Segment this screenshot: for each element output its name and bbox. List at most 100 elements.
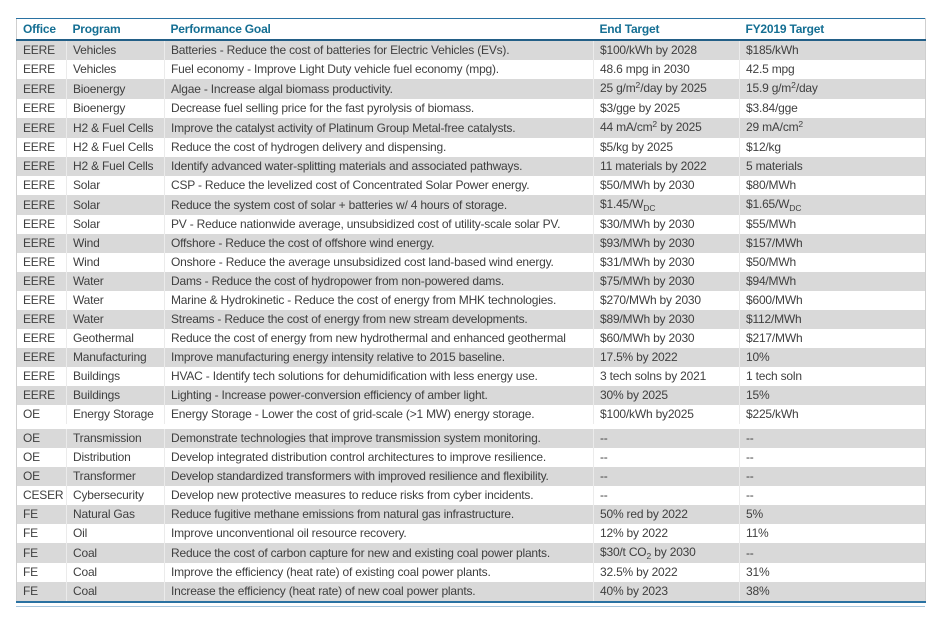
fy2019-target-cell: 10% xyxy=(739,348,926,367)
goal-cell: Lighting - Increase power-conversion eff… xyxy=(164,386,594,405)
table-row: FE Coal Improve the efficiency (heat rate)… xyxy=(16,563,926,582)
goal-cell: Improve unconventional oil resource reco… xyxy=(164,524,594,543)
column-header-fy2019-target: FY2019 Target xyxy=(739,18,926,41)
fy2019-target-cell: $185/kWh xyxy=(739,40,926,60)
table-row: EERE Water Dams - Reduce the cost of hydro… xyxy=(16,272,926,291)
column-header-program: Program xyxy=(66,18,165,41)
fy2019-target-cell: 15.9 g/m2/day xyxy=(739,79,926,99)
table-row: EERE Buildings Lighting - Increase power-c… xyxy=(16,386,926,405)
end-target-cell: 11 materials by 2022 xyxy=(593,157,740,176)
goal-cell: Batteries - Reduce the cost of batteries… xyxy=(164,40,594,60)
program-cell: Coal xyxy=(66,582,165,602)
fy2019-target-cell: -- xyxy=(739,467,926,486)
program-cell: Water xyxy=(66,291,165,310)
table-row: EERE Bioenergy Decrease fuel selling price… xyxy=(16,99,926,118)
end-target-cell: $100/kWh by 2028 xyxy=(593,40,740,60)
office-cell: EERE xyxy=(16,329,67,348)
end-target-cell: $5/kg by 2025 xyxy=(593,138,740,157)
fy2019-target-cell: $157/MWh xyxy=(739,234,926,253)
fy2019-target-cell: $80/MWh xyxy=(739,176,926,195)
program-cell: Transmission xyxy=(66,429,165,448)
fy2019-target-cell: $50/MWh xyxy=(739,253,926,272)
fy2019-target-cell: -- xyxy=(739,486,926,505)
office-cell: EERE xyxy=(16,253,67,272)
table-row: FE Natural Gas Reduce fugitive methane emi… xyxy=(16,505,926,524)
office-cell: OE xyxy=(16,429,67,448)
office-cell: EERE xyxy=(16,215,67,234)
office-cell: EERE xyxy=(16,367,67,386)
table-row: EERE Vehicles Batteries - Reduce the cost … xyxy=(16,40,926,60)
fy2019-target-cell: $600/MWh xyxy=(739,291,926,310)
goal-cell: Offshore - Reduce the cost of offshore w… xyxy=(164,234,594,253)
program-cell: Vehicles xyxy=(66,60,165,79)
fy2019-target-cell: 42.5 mpg xyxy=(739,60,926,79)
end-target-cell: $31/MWh by 2030 xyxy=(593,253,740,272)
end-target-cell: 32.5% by 2022 xyxy=(593,563,740,582)
table-row: EERE Geothermal Reduce the cost of energy … xyxy=(16,329,926,348)
program-cell: Water xyxy=(66,272,165,291)
fy2019-target-cell: 31% xyxy=(739,563,926,582)
office-cell: EERE xyxy=(16,272,67,291)
program-cell: Solar xyxy=(66,176,165,195)
office-cell: FE xyxy=(16,582,67,602)
program-cell: H2 & Fuel Cells xyxy=(66,157,165,176)
column-header-performance-goal: Performance Goal xyxy=(164,18,594,41)
goal-cell: Increase the efficiency (heat rate) of n… xyxy=(164,582,594,602)
goal-cell: Develop standardized transformers with i… xyxy=(164,467,594,486)
fy2019-target-cell: $1.65/WDC xyxy=(739,195,926,215)
program-cell: Solar xyxy=(66,215,165,234)
fy2019-target-cell: 5 materials xyxy=(739,157,926,176)
office-cell: OE xyxy=(16,467,67,486)
end-target-cell: $60/MWh by 2030 xyxy=(593,329,740,348)
table-row: CESER Cybersecurity Develop new protective… xyxy=(16,486,926,505)
office-cell: EERE xyxy=(16,79,67,99)
table-body: EERE Vehicles Batteries - Reduce the cost … xyxy=(16,40,926,602)
end-target-cell: -- xyxy=(593,429,740,448)
goal-cell: Onshore - Reduce the average unsubsidize… xyxy=(164,253,594,272)
goal-cell: HVAC - Identify tech solutions for dehum… xyxy=(164,367,594,386)
end-target-cell: $3/gge by 2025 xyxy=(593,99,740,118)
table-row: OE Energy Storage Energy Storage - Lower t… xyxy=(16,405,926,424)
office-cell: EERE xyxy=(16,234,67,253)
end-target-cell: 44 mA/cm2 by 2025 xyxy=(593,118,740,138)
goal-cell: Develop integrated distribution control … xyxy=(164,448,594,467)
program-cell: Bioenergy xyxy=(66,79,165,99)
program-cell: Solar xyxy=(66,195,165,215)
table-row: EERE Solar PV - Reduce nationwide average,… xyxy=(16,215,926,234)
program-cell: Wind xyxy=(66,253,165,272)
end-target-cell: $30/MWh by 2030 xyxy=(593,215,740,234)
table-row: FE Coal Increase the efficiency (heat rate… xyxy=(16,582,926,602)
table-row: FE Coal Reduce the cost of carbon capture … xyxy=(16,543,926,563)
office-cell: FE xyxy=(16,524,67,543)
end-target-cell: 30% by 2025 xyxy=(593,386,740,405)
office-cell: EERE xyxy=(16,291,67,310)
table-row: OE Transformer Develop standardized transf… xyxy=(16,467,926,486)
program-cell: Wind xyxy=(66,234,165,253)
table-row: OE Distribution Develop integrated distrib… xyxy=(16,448,926,467)
fy2019-target-cell: $55/MWh xyxy=(739,215,926,234)
end-target-cell: -- xyxy=(593,448,740,467)
program-cell: Cybersecurity xyxy=(66,486,165,505)
table-row: EERE Water Marine & Hydrokinetic - Reduce … xyxy=(16,291,926,310)
goal-cell: Demonstrate technologies that improve tr… xyxy=(164,429,594,448)
section-gap xyxy=(16,424,926,429)
table-row: EERE H2 & Fuel Cells Improve the catalyst … xyxy=(16,118,926,138)
goal-cell: Marine & Hydrokinetic - Reduce the cost … xyxy=(164,291,594,310)
table-row: EERE Wind Onshore - Reduce the average uns… xyxy=(16,253,926,272)
office-cell: EERE xyxy=(16,138,67,157)
fy2019-target-cell: 38% xyxy=(739,582,926,602)
column-header-end-target: End Target xyxy=(593,18,740,41)
goal-cell: Reduce the cost of hydrogen delivery and… xyxy=(164,138,594,157)
column-header-office: Office xyxy=(16,18,67,41)
fy2019-target-cell: -- xyxy=(739,543,926,563)
fy2019-target-cell: 11% xyxy=(739,524,926,543)
table-row: EERE Buildings HVAC - Identify tech soluti… xyxy=(16,367,926,386)
program-cell: Oil xyxy=(66,524,165,543)
program-cell: Energy Storage xyxy=(66,405,165,424)
table-row: EERE Wind Offshore - Reduce the cost of of… xyxy=(16,234,926,253)
fy2019-target-cell: 29 mA/cm2 xyxy=(739,118,926,138)
program-cell: H2 & Fuel Cells xyxy=(66,138,165,157)
program-cell: Vehicles xyxy=(66,40,165,60)
program-cell: Buildings xyxy=(66,367,165,386)
office-cell: EERE xyxy=(16,40,67,60)
